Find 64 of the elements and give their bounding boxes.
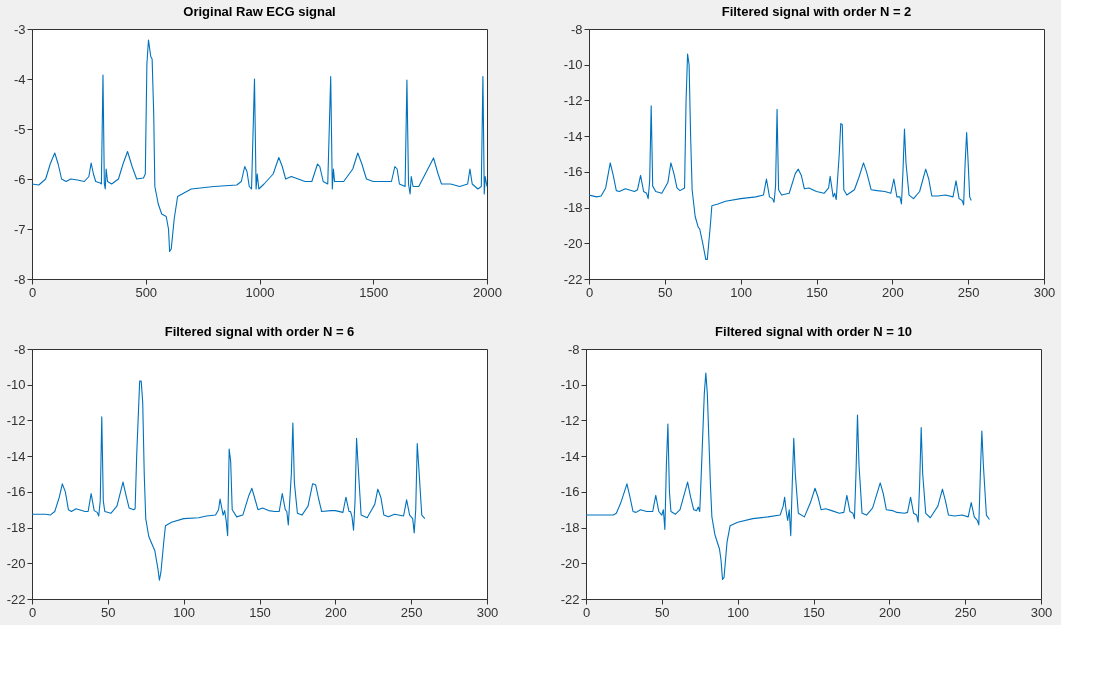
y-tick-label: -14 — [560, 448, 580, 464]
y-tick-label: -10 — [6, 377, 26, 393]
y-tick-label: -10 — [560, 377, 580, 393]
y-tick-label: -22 — [560, 591, 580, 607]
x-tick-label: 250 — [957, 284, 980, 300]
x-tick-label: 2000 — [473, 284, 502, 300]
y-tick-label: -16 — [6, 484, 26, 500]
y-tick-label: -12 — [6, 412, 26, 428]
x-tick-label: 0 — [28, 604, 37, 620]
y-tick-label: -3 — [13, 21, 26, 37]
y-tick-label: -10 — [563, 57, 583, 73]
y-tick-label: -7 — [13, 221, 26, 237]
x-tick-label: 200 — [878, 604, 901, 620]
x-tick-label: 150 — [249, 604, 271, 620]
y-tick-label: -6 — [13, 171, 26, 187]
y-tick-label: -8 — [570, 21, 583, 37]
x-tick-label: 50 — [101, 604, 116, 620]
chart-title: Filtered signal with order N = 6 — [164, 324, 355, 339]
x-tick-label: 300 — [1033, 284, 1056, 300]
x-tick-label: 1500 — [359, 284, 389, 300]
y-tick-label: -22 — [6, 591, 26, 607]
y-tick-label: -18 — [6, 520, 26, 536]
y-tick-label: -8 — [13, 341, 26, 357]
y-tick-label: -14 — [6, 448, 26, 464]
x-tick-label: 200 — [881, 284, 904, 300]
x-tick-label: 0 — [582, 604, 591, 620]
y-tick-label: -8 — [567, 341, 580, 357]
y-tick-label: -12 — [563, 92, 583, 108]
x-tick-label: 100 — [727, 604, 750, 620]
y-tick-label: -14 — [563, 128, 583, 144]
x-tick-label: 300 — [1030, 604, 1053, 620]
x-tick-label: 250 — [954, 604, 977, 620]
line-series — [589, 53, 972, 260]
x-tick-label: 0 — [28, 284, 37, 300]
y-tick-label: -16 — [563, 164, 583, 180]
chart-title: Original Raw ECG signal — [183, 4, 336, 19]
y-tick-label: -8 — [13, 271, 26, 287]
y-tick-label: -16 — [560, 484, 580, 500]
x-tick-label: 150 — [803, 604, 825, 620]
y-tick-label: -20 — [563, 235, 583, 251]
x-tick-label: 150 — [806, 284, 828, 300]
y-tick-label: -22 — [563, 271, 583, 287]
line-series — [32, 380, 426, 581]
x-tick-label: 50 — [655, 604, 670, 620]
x-tick-label: 1000 — [245, 284, 275, 300]
line-series — [586, 372, 990, 580]
x-tick-label: 250 — [400, 604, 423, 620]
x-tick-label: 500 — [135, 284, 158, 300]
y-tick-label: -18 — [560, 520, 580, 536]
line-series — [32, 39, 487, 253]
y-tick-label: -20 — [6, 555, 26, 571]
y-tick-label: -5 — [13, 121, 26, 137]
x-tick-label: 100 — [173, 604, 196, 620]
x-tick-label: 300 — [476, 604, 499, 620]
x-tick-label: 100 — [730, 284, 753, 300]
x-tick-label: 200 — [324, 604, 347, 620]
chart-title: Filtered signal with order N = 2 — [721, 4, 912, 19]
x-tick-label: 50 — [658, 284, 673, 300]
y-tick-label: -12 — [560, 412, 580, 428]
chart-title: Filtered signal with order N = 10 — [715, 324, 912, 339]
y-tick-label: -4 — [13, 71, 26, 87]
x-tick-label: 0 — [585, 284, 594, 300]
y-tick-label: -20 — [560, 555, 580, 571]
y-tick-label: -18 — [563, 200, 583, 216]
